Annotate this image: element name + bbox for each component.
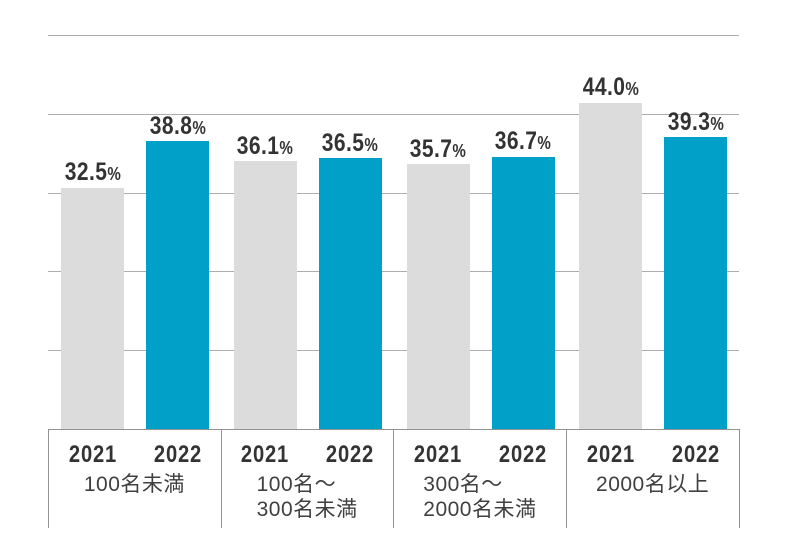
value-label-2021-over-2000: 44.0% (552, 73, 670, 102)
category-text: 100名未満 (84, 472, 185, 497)
gridline (48, 114, 739, 115)
value-number: 35.7 (409, 134, 453, 163)
percent-sign: % (364, 134, 379, 155)
value-number: 36.5 (322, 128, 365, 157)
year-label-2021: 2021 (413, 441, 463, 468)
bar-2021-100-to-300 (233, 161, 297, 429)
value-label-2022-100-to-300: 36.5% (291, 128, 409, 158)
group-divider (566, 429, 567, 528)
category-line: 100名～ (256, 473, 337, 496)
percent-sign: % (191, 117, 206, 138)
category-label-100-to-300: 100名～ 300名未満 (221, 472, 394, 522)
group-divider (393, 429, 394, 528)
bar-2022-under-100 (146, 141, 209, 429)
category-label-over-2000: 2000名以上 (566, 472, 739, 497)
year-label-2022: 2022 (153, 441, 202, 468)
value-label-2022-over-2000: 39.3% (637, 107, 755, 137)
category-text: 300名～ 2000名未満 (423, 472, 536, 522)
year-label-2021: 2021 (241, 441, 290, 468)
bar-2021-over-2000 (579, 102, 643, 429)
category-line: 100名未満 (83, 473, 185, 496)
year-label-2022: 2022 (498, 441, 548, 468)
category-text: 100名～ 300名未満 (257, 472, 358, 522)
year-label-2021: 2021 (68, 441, 117, 468)
bar-2022-300-to-2000 (491, 156, 555, 429)
percent-sign: % (537, 133, 552, 154)
group-divider (739, 429, 740, 528)
year-label-2022: 2022 (671, 441, 720, 468)
category-label-300-to-2000: 300名～ 2000名未満 (394, 472, 567, 522)
gridline (48, 193, 739, 194)
value-label-2021-100-to-300: 36.1% (206, 131, 324, 161)
value-label-2021-300-to-2000: 35.7% (379, 134, 497, 164)
value-number: 32.5 (64, 158, 107, 187)
group-divider (48, 429, 49, 528)
value-number: 38.8 (149, 111, 192, 140)
year-label-2021: 2021 (586, 441, 635, 468)
value-number: 36.7 (494, 127, 538, 156)
bar-2022-over-2000 (664, 137, 728, 429)
category-line: 300名～ (423, 473, 503, 496)
group-divider (221, 429, 222, 528)
category-line: 2000名未満 (423, 498, 537, 521)
bar-2022-100-to-300 (318, 158, 382, 429)
x-axis-line (48, 429, 740, 430)
category-text: 2000名以上 (596, 472, 709, 497)
percent-sign: % (106, 164, 121, 185)
value-label-2022-300-to-2000: 36.7% (464, 127, 582, 156)
category-line: 300名未満 (256, 498, 358, 521)
gridline (48, 35, 739, 36)
category-line: 2000名以上 (596, 473, 710, 496)
value-number: 44.0 (582, 73, 626, 102)
bar-2021-300-to-2000 (406, 164, 470, 429)
gridline (48, 271, 739, 272)
percent-sign: % (710, 113, 724, 134)
value-label-2022-under-100: 38.8% (119, 111, 237, 141)
year-label-2022: 2022 (326, 441, 375, 468)
bar-2021-under-100 (61, 187, 124, 429)
value-label-2021-under-100: 32.5% (34, 159, 152, 187)
percent-sign: % (279, 137, 294, 158)
value-number: 39.3 (667, 107, 711, 136)
percent-sign: % (625, 79, 639, 100)
percent-sign: % (452, 140, 467, 161)
gridline (48, 350, 739, 351)
category-label-under-100: 100名未満 (48, 472, 221, 497)
value-number: 36.1 (237, 131, 280, 160)
